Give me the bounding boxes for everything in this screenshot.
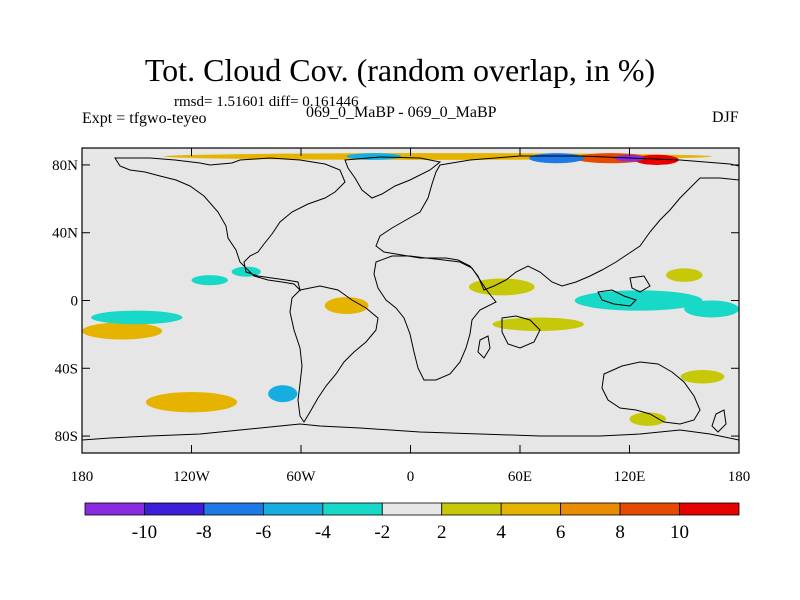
coastline-new-zealand [711, 409, 727, 433]
anomaly-patch-so-neg-1 [268, 385, 298, 403]
colorbar-swatch [619, 502, 680, 516]
colorbar-swatch [500, 502, 562, 516]
colorbar-swatch [203, 502, 264, 516]
anomaly-patch-arctic-neg-3 [346, 153, 402, 160]
colorbar-label: 10 [670, 522, 689, 543]
lat-tick-label: 80N [52, 158, 78, 174]
colorbar-label: -2 [374, 522, 390, 543]
lon-tick-label: 180 [71, 469, 94, 485]
colorbar-label: 4 [496, 522, 506, 543]
anomaly-patch-wpac-pos [666, 268, 703, 282]
anomaly-patch-so-pos-2 [680, 369, 725, 384]
latitude-axis: 80N 40N 0 40S 80S [52, 158, 739, 445]
colorbar-swatch [679, 502, 740, 516]
colorbar-swatch [381, 502, 443, 516]
lat-tick-label: 0 [71, 294, 79, 310]
coastline-africa [373, 255, 497, 381]
experiment-label: Expt = tfgwo-teyeo [82, 110, 207, 127]
anomaly-patch-pac-tropic-neg [574, 290, 703, 311]
coastline-greenland [344, 156, 442, 199]
anomaly-patch-sepac-neg [91, 310, 183, 325]
lon-tick-label: 120E [614, 469, 646, 485]
colorbar-label: 2 [437, 522, 447, 543]
anomaly-patch-indian-pos [492, 317, 584, 331]
anomaly-patches [82, 153, 739, 426]
lon-tick-label: 0 [407, 469, 415, 485]
colorbar-label: -4 [315, 522, 331, 543]
colorbar: -10 -8 -6 -4 -2 2 4 6 8 10 [84, 502, 740, 543]
colorbar-label: -6 [255, 522, 271, 543]
coastline-north-america [114, 157, 346, 292]
lat-tick-label: 40S [55, 361, 78, 377]
colorbar-swatch [560, 502, 621, 516]
lon-tick-label: 180 [728, 469, 751, 485]
colorbar-label: 8 [615, 522, 625, 543]
anomaly-patch-so-pos-1 [145, 392, 238, 413]
anomaly-patch-spcz-pos [82, 322, 163, 340]
lat-tick-label: 80S [55, 429, 78, 445]
coastline-madagascar [477, 335, 491, 359]
coastline-south-asia [501, 315, 541, 349]
plot-title: Tot. Cloud Cov. (random overlap, in %) [144, 52, 656, 88]
anomaly-patch-na-neg [191, 275, 228, 286]
colorbar-swatch [262, 502, 324, 516]
lat-tick-label: 40N [52, 226, 78, 242]
anomaly-patch-arctic-pos-2 [634, 154, 679, 165]
coastline-south-america [289, 285, 379, 423]
coastlines [82, 155, 739, 441]
colorbar-label: -8 [196, 522, 212, 543]
rmsd-diff-stats: rmsd= 1.51601 diff= 0.161446 [174, 94, 359, 110]
lon-tick-label: 60E [508, 469, 532, 485]
colorbar-swatch [84, 502, 145, 516]
anomaly-patch-so-pos-3 [629, 412, 666, 426]
coastline-eurasia [375, 155, 739, 291]
colorbar-swatch [144, 502, 205, 516]
coastline-borneo [629, 275, 651, 293]
season-label: DJF [712, 109, 739, 126]
longitude-axis: 180 120W 60W 0 60E 120E 180 [71, 148, 751, 485]
anomaly-patch-africa-pos [468, 278, 535, 296]
coastline-antarctica [82, 423, 739, 441]
comparison-label: 069_0_MaBP - 069_0_MaBP [306, 104, 497, 121]
colorbar-swatch [441, 502, 502, 516]
colorbar-swatch [322, 502, 383, 516]
lon-tick-label: 60W [286, 469, 316, 485]
anomaly-patch-arctic-neg-1 [529, 153, 584, 164]
colorbar-label: -10 [132, 522, 157, 543]
coastline-indonesia [597, 289, 637, 307]
anomaly-patch-pac-tropic-neg-2 [684, 300, 739, 318]
lon-tick-label: 120W [173, 469, 211, 485]
colorbar-label: 6 [556, 522, 566, 543]
anomaly-patch-atl-pos [324, 297, 369, 315]
coastline-australia [601, 361, 701, 425]
